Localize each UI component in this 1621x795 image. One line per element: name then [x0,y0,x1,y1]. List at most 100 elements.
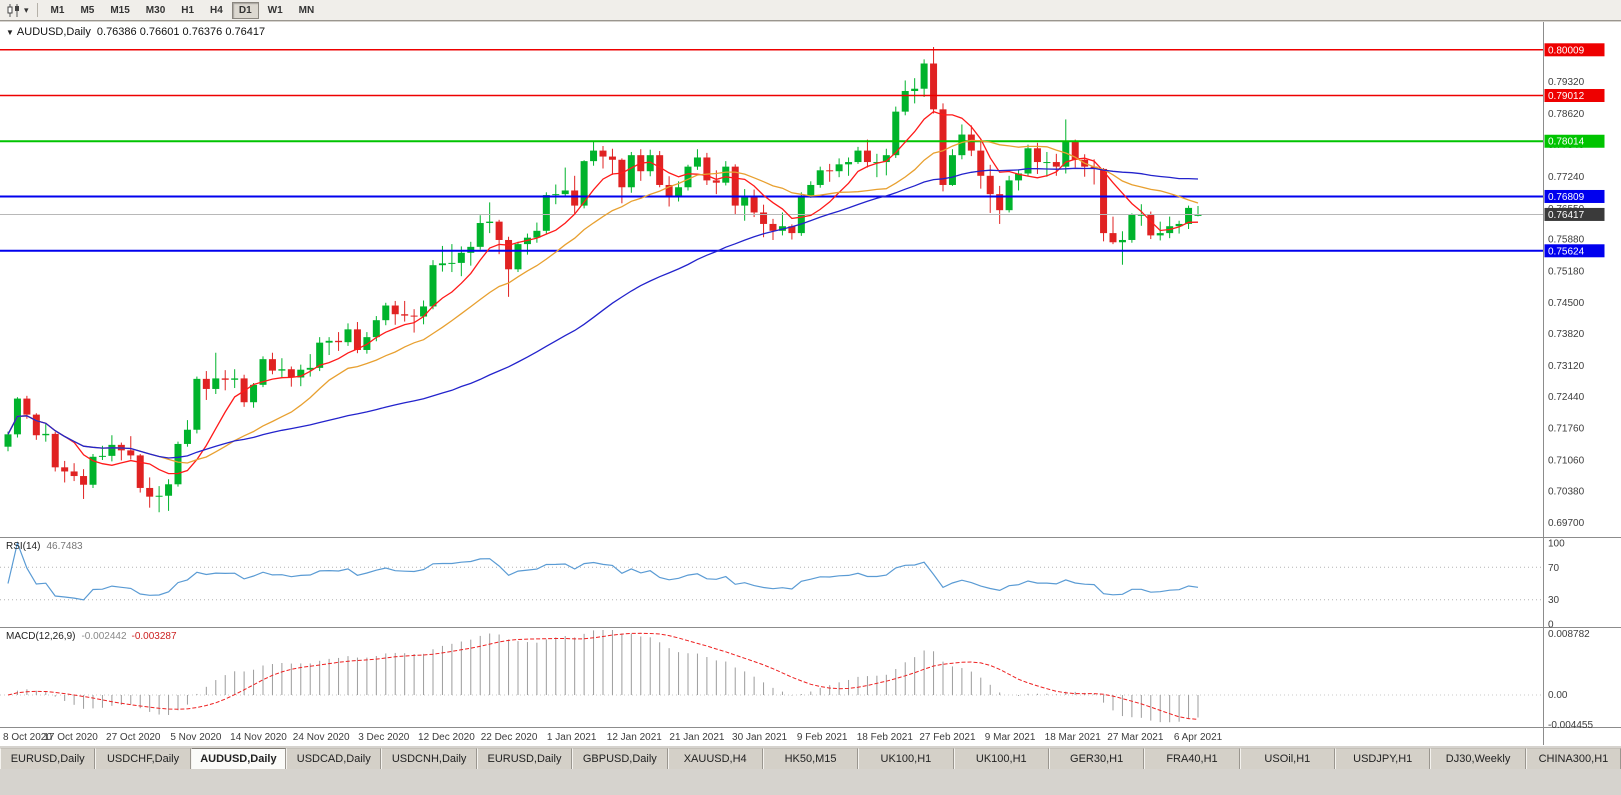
timeframe-button-d1[interactable]: D1 [231,1,259,19]
rsi-pane: 100 70 30 0 [0,539,1565,631]
price-level-label-box [1544,88,1605,102]
rsi-line [7,540,1199,601]
timeframe-button-m15[interactable]: M15 [110,4,130,16]
chart-tab-usdchf-daily[interactable]: USDCHF,Daily [95,748,191,770]
timeframe-button-mn[interactable]: MN [298,4,315,16]
candlesticks [4,47,1202,513]
timeframe-toolbar: ▾ M1 M5 M15 M30 H1 H4 D1 W1 MN [0,0,1621,21]
chart-tab-gbpusd-daily[interactable]: GBPUSD,Daily [572,748,668,770]
chart-tab-eurusd-daily[interactable]: EURUSD,Daily [476,748,573,770]
date-axis-label: 5 Nov 2020 [170,732,222,743]
ma-fast-line [7,110,1199,475]
chart-tab-china300-h1[interactable]: CHINA300,H1 [1525,748,1621,770]
price-axis-label: 0.69700 [1548,518,1585,529]
price-axis-label: 0.71060 [1548,455,1585,466]
price-level-label-box [1544,134,1605,148]
timeframe-button-m30[interactable]: M30 [145,4,166,16]
date-axis-label: 9 Mar 2021 [985,732,1036,743]
date-axis-label: 12 Jan 2021 [607,732,662,743]
chart-tab-usdcnh-daily[interactable]: USDCNH,Daily [381,748,477,770]
price-chart-canvas[interactable]: 0.793200.786200.779400.772400.765500.758… [0,22,1621,745]
timeframe-button-m5[interactable]: M5 [80,4,95,16]
chart-tab-audusd-daily[interactable]: AUDUSD,Daily [190,748,287,770]
price-axis-label: 0.73120 [1548,361,1585,372]
price-level-label-box [1544,207,1605,221]
chart-tab-usdjpy-h1[interactable]: USDJPY,H1 [1335,748,1431,770]
price-level-label-box [1544,189,1605,203]
price-level-labels: 0.80009 0.79012 0.78014 0.76809 0.75624 0.764… [1544,43,1605,258]
price-axis-label: 0.79320 [1548,77,1585,88]
rsi-axis-label: 0 [1548,620,1554,631]
price-level-label-text: 0.79012 [1548,91,1585,102]
timeframe-button-h4[interactable]: H4 [210,4,223,16]
price-level-label-box [1544,244,1605,258]
ma-slow-line [7,167,1199,459]
date-axis-label: 18 Mar 2021 [1045,732,1102,743]
date-axis-label: 18 Feb 2021 [857,732,914,743]
chart-type-icon[interactable] [5,3,23,18]
chart-tab-dj30-weekly[interactable]: DJ30,Weekly [1430,748,1526,770]
price-axis-label: 0.75180 [1548,267,1585,278]
date-axis-label: 12 Dec 2020 [418,732,475,743]
chart-tab-fra40-h1[interactable]: FRA40,H1 [1144,748,1240,770]
date-axis-label: 14 Nov 2020 [230,732,287,743]
date-axis-label: 8 Oct 2020 [3,732,52,743]
chart-tab-uk100-h1[interactable]: UK100,H1 [953,748,1049,770]
macd-axis-label: 0.00 [1548,690,1568,701]
chart-tab-ger30-h1[interactable]: GER30,H1 [1048,748,1145,770]
timeframe-buttons: M1 M5 M15 M30 H1 H4 D1 W1 MN [44,1,322,19]
price-level-label-text: 0.78014 [1548,137,1585,148]
ma-medium-line [7,139,1199,464]
candlestick-glyph [7,3,19,17]
date-axis-label: 24 Nov 2020 [293,732,350,743]
price-axis-label: 0.72440 [1548,392,1585,403]
price-axis-label: 0.71760 [1548,423,1585,434]
price-axis-label: 0.70380 [1548,487,1585,498]
chart-tab-xauusd-h4[interactable]: XAUUSD,H4 [667,748,763,770]
price-level-label-box [1544,43,1605,57]
price-level-label-text: 0.80009 [1548,45,1585,56]
chart-window: 0.793200.786200.779400.772400.765500.758… [0,22,1621,745]
date-axis-label: 27 Mar 2021 [1107,732,1164,743]
macd-axis-label: 0.008782 [1548,629,1590,640]
price-axis-label: 0.75880 [1548,235,1585,246]
chart-tab-eurusd-daily[interactable]: EURUSD,Daily [0,748,96,770]
chart-tab-usoil-h1[interactable]: USOil,H1 [1239,748,1336,770]
chart-type-dropdown-caret-icon[interactable]: ▾ [24,4,29,15]
timeframe-button-h1[interactable]: H1 [181,4,195,16]
date-axis-label: 3 Dec 2020 [358,732,410,743]
rsi-axis-label: 30 [1548,595,1560,606]
date-axis-label: 6 Apr 2021 [1174,732,1223,743]
price-level-label-text: 0.75624 [1548,246,1585,257]
timeframe-button-w1[interactable]: W1 [267,4,283,16]
moving-averages [7,110,1199,475]
chart-tab-hk50-m15[interactable]: HK50,M15 [762,748,859,770]
date-axis-label: 27 Feb 2021 [919,732,976,743]
support-resistance-lines [0,49,1543,252]
bottom-tab-bar: EURUSD,Daily USDCHF,Daily AUDUSD,Daily USDC… [0,745,1621,770]
date-axis-label: 9 Feb 2021 [797,732,848,743]
date-axis-label: 1 Jan 2021 [547,732,597,743]
date-axis-label: 21 Jan 2021 [669,732,724,743]
chart-tab-usdcad-daily[interactable]: USDCAD,Daily [286,748,382,770]
toolbar-separator [36,3,38,17]
date-axis-label: 17 Oct 2020 [43,732,98,743]
timeframe-button-m1[interactable]: M1 [50,4,65,16]
date-axis-label: 30 Jan 2021 [732,732,787,743]
price-axis-label: 0.73820 [1548,329,1585,340]
chart-collapse-triangle-icon[interactable]: ▼ [6,28,14,37]
chart-tab-uk100-h1[interactable]: UK100,H1 [858,748,954,770]
macd-pane: 0.008782 0.00 -0.004455 [0,629,1593,731]
macd-signal-line [7,632,1199,720]
rsi-axis-label: 70 [1548,563,1560,574]
price-axis-label: 0.78620 [1548,109,1585,120]
date-axis-label: 22 Dec 2020 [481,732,538,743]
date-axis-label: 27 Oct 2020 [106,732,161,743]
macd-axis-label: -0.004455 [1548,720,1593,731]
price-axis-label: 0.74500 [1548,298,1585,309]
price-level-label-text: 0.76417 [1548,210,1585,221]
price-level-label-text: 0.76809 [1548,192,1585,203]
price-axis-label: 0.77240 [1548,172,1585,183]
rsi-axis-label: 100 [1548,539,1565,550]
